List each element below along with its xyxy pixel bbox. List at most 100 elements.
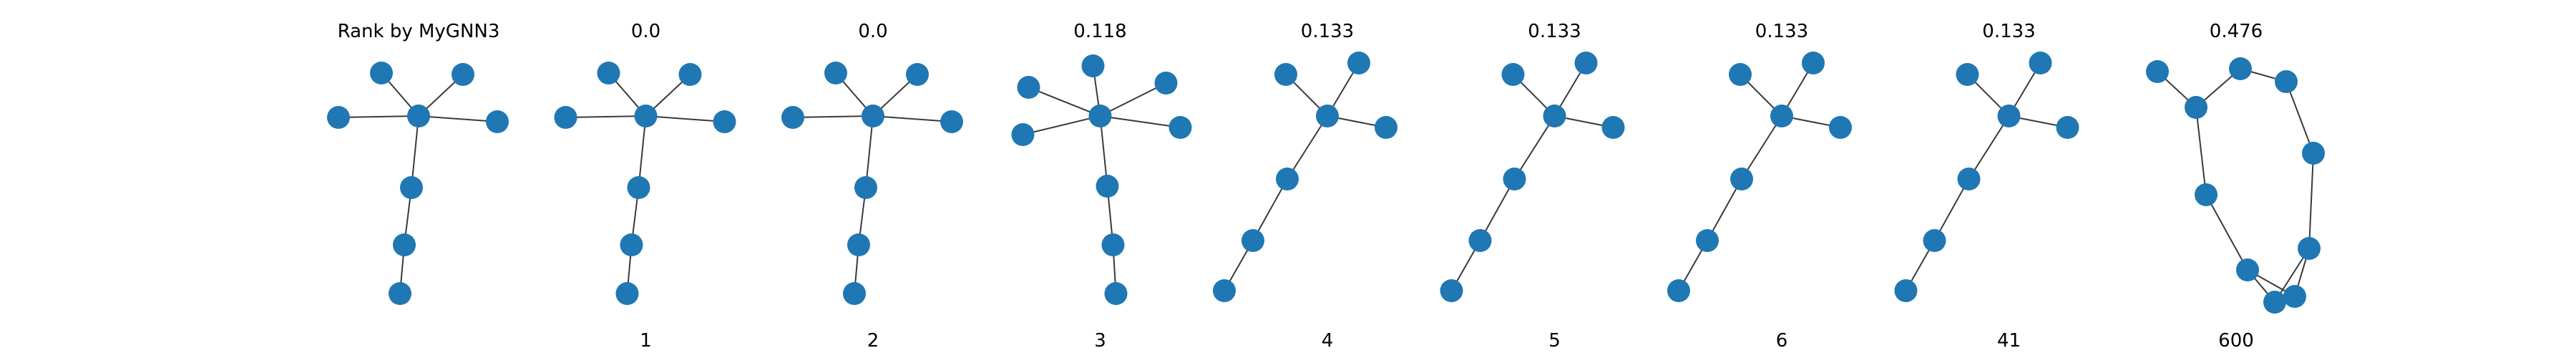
graph-edge bbox=[1968, 115, 2010, 180]
graph-node bbox=[862, 105, 884, 127]
graph-node bbox=[1154, 72, 1178, 95]
rank-label: 2 bbox=[867, 330, 879, 352]
graph-edge bbox=[2205, 194, 2248, 271]
graph-node bbox=[2275, 70, 2298, 93]
rank-label: 600 bbox=[2218, 330, 2254, 352]
graph-node bbox=[393, 233, 416, 256]
graph-node bbox=[1667, 279, 1690, 302]
graph-edge bbox=[1100, 82, 1166, 117]
graph-node bbox=[597, 62, 620, 84]
graph-node bbox=[2263, 291, 2286, 314]
graph-node bbox=[1574, 52, 1598, 74]
graph-node bbox=[2146, 60, 2169, 83]
graph-node bbox=[713, 110, 736, 133]
graph-node bbox=[847, 233, 870, 256]
graph-node bbox=[554, 106, 577, 129]
graph-edge bbox=[2285, 81, 2314, 154]
score-label: 0.133 bbox=[1528, 21, 1581, 42]
graph-panel-rank-41: 0.133 41 bbox=[1894, 21, 2079, 352]
graph-edge bbox=[418, 115, 498, 122]
rank-label: 1 bbox=[640, 330, 652, 352]
graph-node bbox=[906, 63, 929, 86]
rank-label: 5 bbox=[1548, 330, 1561, 352]
graph-node bbox=[400, 176, 423, 199]
graph-edge bbox=[645, 115, 725, 122]
rank-label: 41 bbox=[1997, 330, 2021, 352]
graph-node bbox=[2195, 183, 2218, 206]
graph-node bbox=[327, 106, 350, 129]
graph-edge bbox=[2195, 107, 2207, 195]
graph-node bbox=[781, 106, 804, 129]
graph-node bbox=[1011, 123, 1035, 146]
graph-node bbox=[1104, 282, 1128, 305]
graph-edge bbox=[1023, 115, 1101, 135]
graph-edge bbox=[1933, 178, 1970, 241]
graph-edge bbox=[1099, 115, 1108, 187]
graph-edge bbox=[565, 115, 646, 118]
graph-node bbox=[634, 105, 658, 127]
graph-panel-rank-600: 0.476 600 bbox=[2146, 21, 2325, 352]
graph-node bbox=[1730, 168, 1753, 190]
graph-node bbox=[1956, 63, 1979, 86]
graph-edge bbox=[865, 115, 874, 188]
graph-edge bbox=[1100, 115, 1181, 128]
graph-panel-query: Rank by MyGNN3 bbox=[327, 21, 509, 305]
graph-node bbox=[389, 282, 411, 305]
graph-node bbox=[1241, 229, 1264, 252]
graph-node bbox=[678, 63, 702, 86]
score-label: 0.133 bbox=[1301, 21, 1354, 42]
graph-edge bbox=[1741, 115, 1782, 180]
graph-edge bbox=[411, 115, 419, 188]
graph-node bbox=[486, 110, 509, 133]
graph-edge bbox=[2308, 153, 2314, 249]
graph-node bbox=[1501, 63, 1525, 86]
graph-node bbox=[1347, 52, 1370, 74]
graph-node bbox=[1017, 76, 1040, 99]
graph-node bbox=[620, 233, 643, 256]
score-label: 0.133 bbox=[1755, 21, 1808, 42]
graph-node bbox=[1096, 175, 1119, 198]
graph-node bbox=[2298, 237, 2321, 260]
graph-node bbox=[1770, 105, 1793, 127]
graph-node bbox=[1503, 168, 1526, 190]
graph-node bbox=[2283, 285, 2306, 308]
graph-panel-rank-1: 0.01 bbox=[554, 21, 736, 352]
graph-node bbox=[1957, 168, 1981, 190]
graph-node bbox=[2185, 96, 2207, 119]
graph-node bbox=[824, 62, 847, 84]
graph-node bbox=[1088, 105, 1112, 127]
graph-node bbox=[1375, 116, 1397, 139]
rank-label: 4 bbox=[1322, 330, 1334, 352]
graph-node bbox=[2229, 57, 2252, 80]
graph-node bbox=[1316, 105, 1339, 127]
graph-edge bbox=[338, 115, 419, 118]
graph-node bbox=[1923, 229, 1946, 252]
graph-node bbox=[452, 63, 474, 86]
graph-node bbox=[1213, 279, 1236, 302]
graph-node bbox=[2302, 142, 2325, 165]
graph-node bbox=[1543, 105, 1566, 127]
score-label: 0.133 bbox=[1982, 21, 2035, 42]
graph-node bbox=[1101, 233, 1125, 256]
panels-row: Rank by MyGNN3 0.010.020.11830.13340.1335… bbox=[327, 21, 2325, 352]
graph-node bbox=[1440, 279, 1463, 302]
rank-label: 6 bbox=[1776, 330, 1788, 352]
graph-edge bbox=[872, 115, 952, 122]
score-label: 0.0 bbox=[858, 21, 887, 42]
graph-node bbox=[1997, 105, 2021, 127]
graph-node bbox=[407, 105, 430, 127]
graph-node bbox=[1696, 229, 1719, 252]
score-label: 0.0 bbox=[631, 21, 660, 42]
graph-edge bbox=[792, 115, 874, 118]
graph-node bbox=[1601, 116, 1625, 139]
graph-panel-rank-2: 0.02 bbox=[781, 21, 963, 352]
graph-panel-rank-4: 0.133 4 bbox=[1213, 21, 1397, 352]
graph-edge bbox=[1707, 178, 1742, 241]
graph-edge bbox=[1028, 87, 1101, 117]
graph-edge bbox=[1287, 115, 1328, 180]
graph-node bbox=[370, 62, 393, 84]
graph-node bbox=[627, 176, 650, 199]
graph-node bbox=[1169, 116, 1192, 139]
score-label: 0.118 bbox=[1073, 21, 1126, 42]
graph-node bbox=[2056, 116, 2079, 139]
